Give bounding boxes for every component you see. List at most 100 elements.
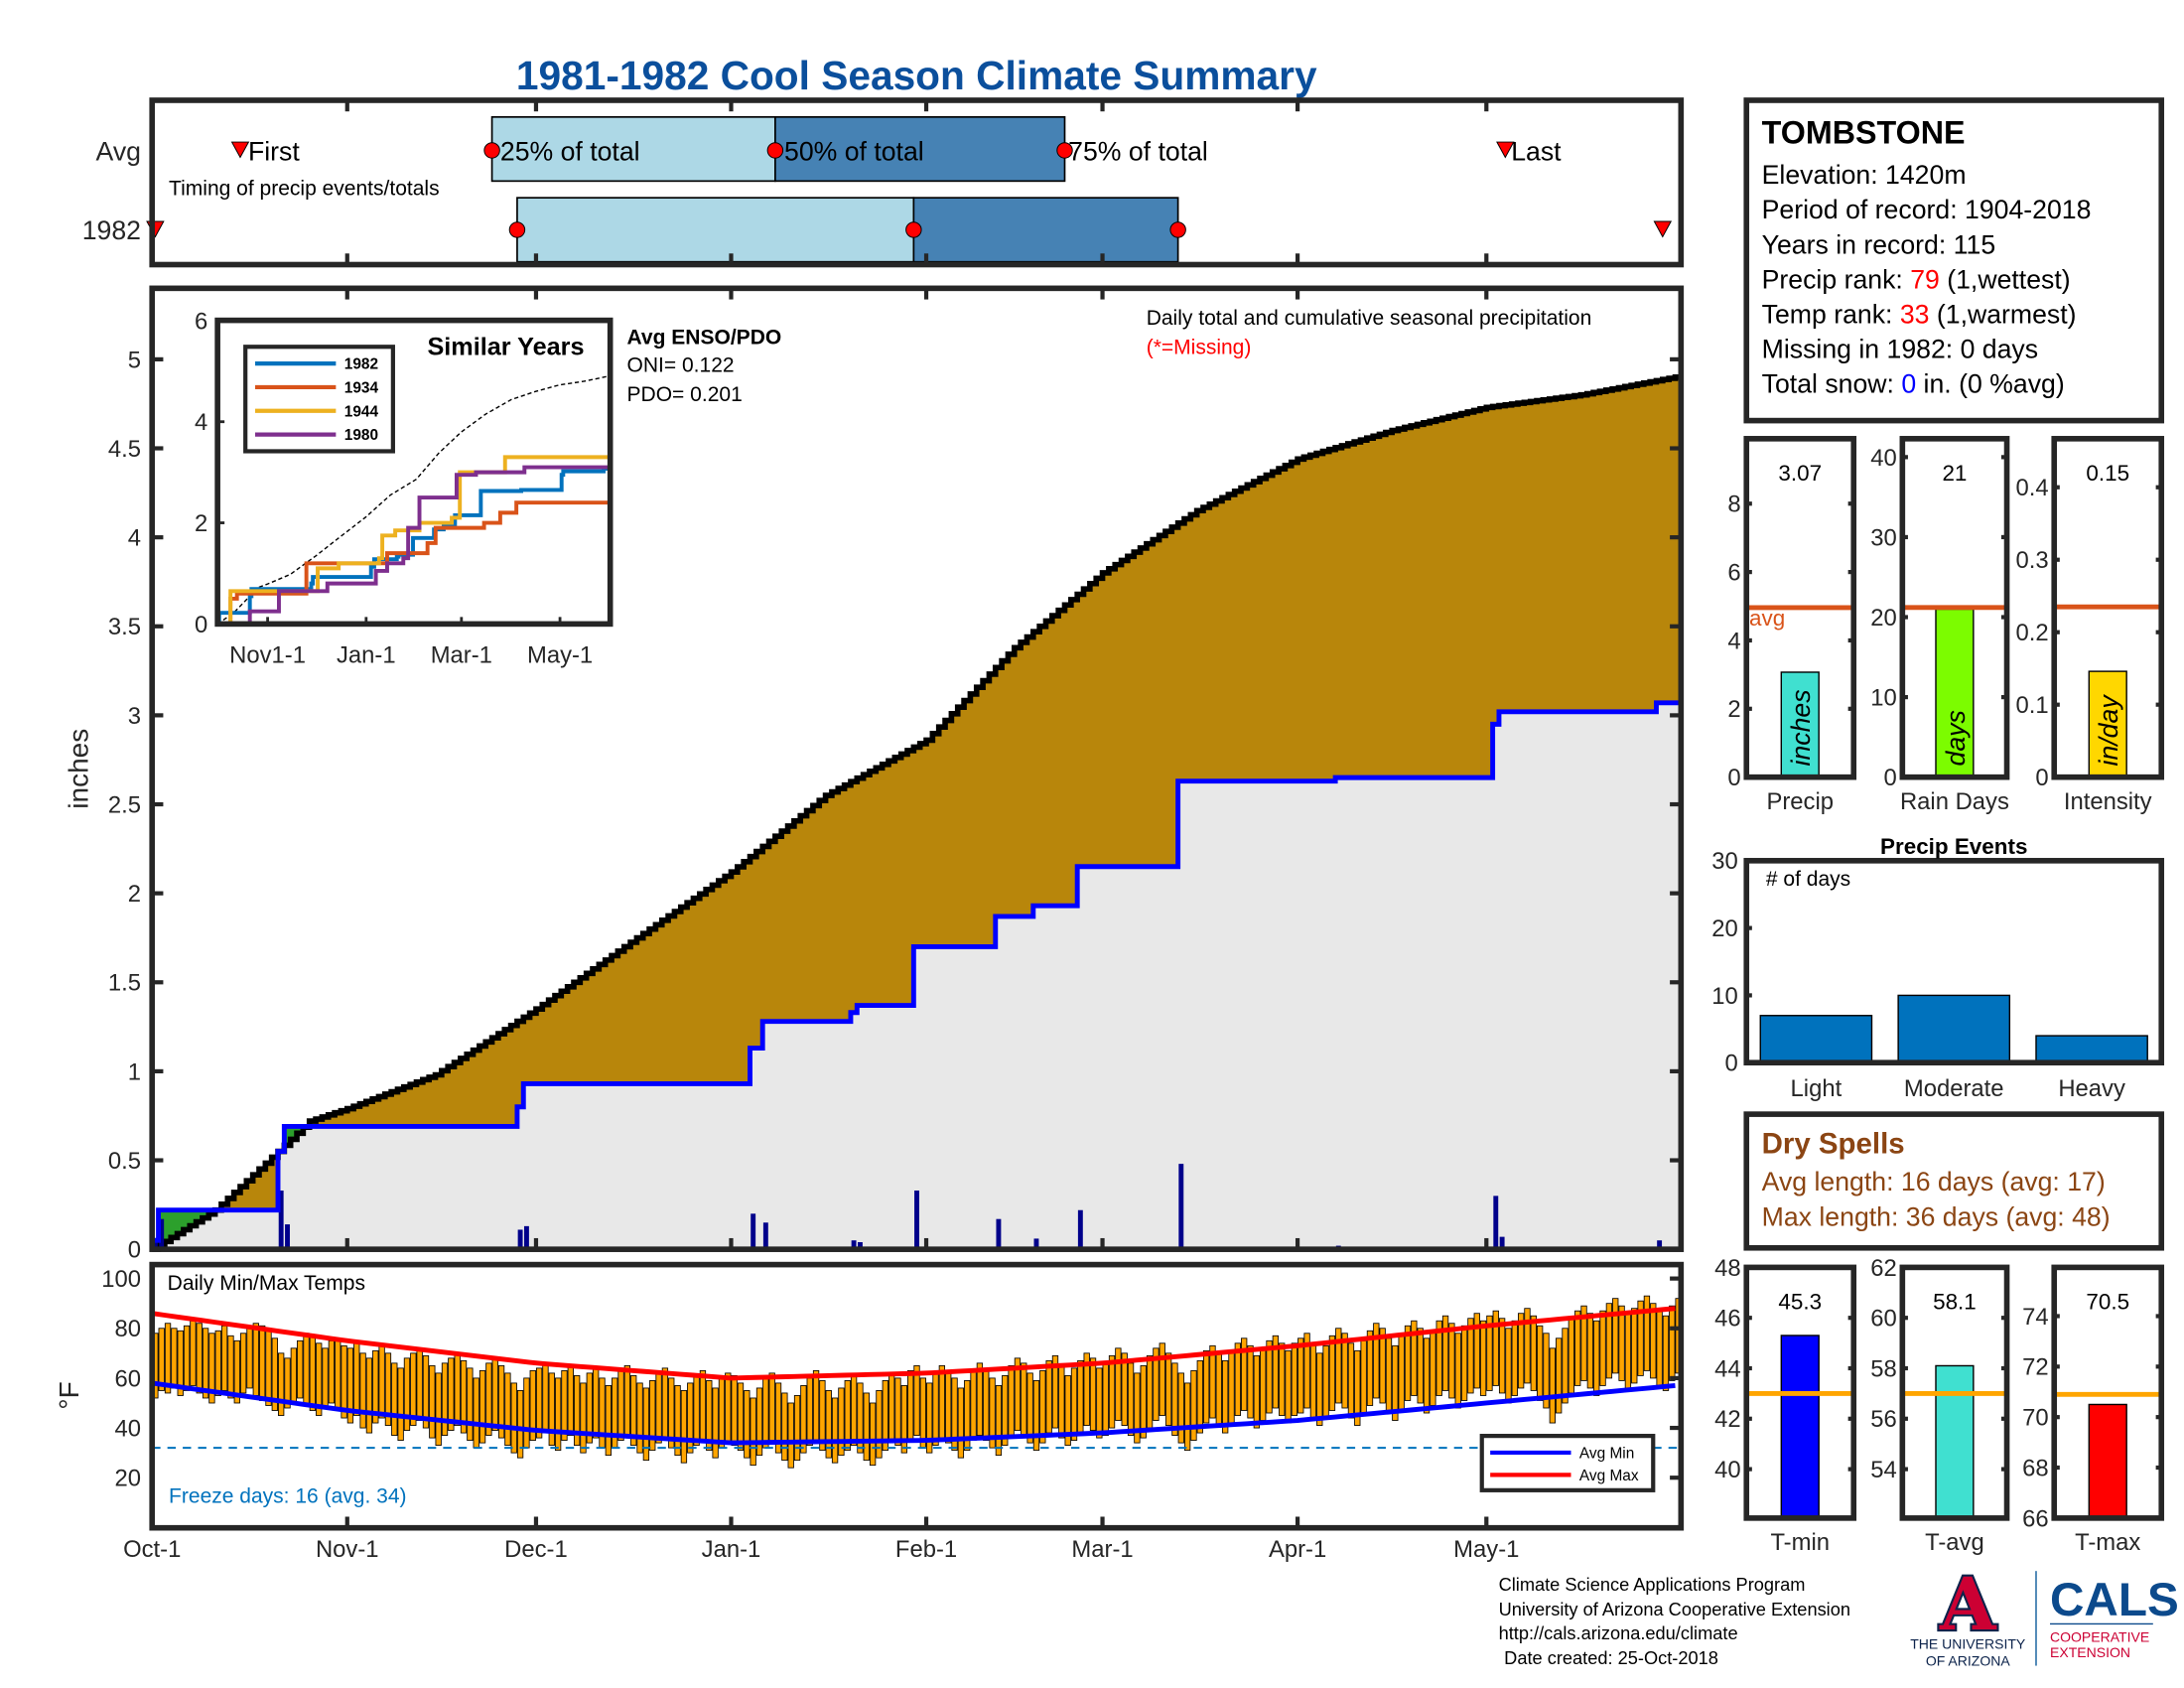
t-max-y-tick-label: 72	[2022, 1354, 2049, 1381]
timing-row-label-year: 1982	[82, 215, 141, 245]
daily-temp-range-bar	[1183, 1382, 1191, 1452]
daily-temp-range-bar	[1127, 1362, 1135, 1436]
temp-legend-frame	[1479, 1434, 1656, 1492]
daily-temp-range-bar	[1228, 1349, 1235, 1424]
daily-temp-range-bar	[214, 1330, 221, 1396]
avg-cumulative-line	[152, 374, 1682, 1252]
daily-precip-bar	[285, 1224, 290, 1250]
daily-temp-range-bar	[1222, 1359, 1229, 1434]
daily-temp-range-bar	[593, 1367, 600, 1439]
precip-label: Precip	[1766, 788, 1834, 815]
university-of-arizona-logo: A THE UNIVERSITY OF ARIZONA	[1910, 1561, 2026, 1669]
freeze-days-text: Freeze days: 16 (avg. 34)	[169, 1484, 406, 1507]
daily-temp-range-bar	[1190, 1369, 1197, 1442]
daily-temp-range-bar	[1662, 1315, 1670, 1391]
daily-temp-range-bar	[819, 1379, 826, 1452]
precip-rank-note: (1,wettest)	[1940, 264, 2071, 294]
daily-precip-bar	[1493, 1196, 1499, 1250]
daily-temp-range-bar	[1316, 1352, 1323, 1426]
legend-label-1934: 1934	[344, 380, 379, 397]
daily-temp-range-bar	[744, 1390, 751, 1459]
daily-temp-range-bar	[605, 1385, 613, 1457]
daily-temp-range-bar	[1556, 1337, 1563, 1414]
t-max-y-tick-label: 68	[2022, 1455, 2049, 1481]
precip-events-y-tick-label: 20	[1711, 915, 1738, 942]
avg-max-line	[151, 1306, 1676, 1381]
rain-days-y-tick-label: 20	[1870, 605, 1897, 632]
footer-line-1: Climate Science Applications Program	[1499, 1574, 1806, 1595]
rain-days-y-tick-label: 0	[1883, 765, 1896, 791]
daily-temp-range-bar	[548, 1372, 555, 1447]
daily-temp-range-bar	[422, 1354, 430, 1429]
daily-temp-range-bar	[410, 1352, 417, 1426]
cals-text: CALS	[2050, 1574, 2179, 1626]
precip-events-y-tick-label: 0	[1725, 1051, 1738, 1077]
daily-temp-range-bar	[1404, 1325, 1412, 1401]
temp-chart-frame	[149, 1261, 1685, 1531]
temp-rank-note: (1,warmest)	[1929, 299, 2076, 329]
daily-temp-range-bar	[258, 1325, 266, 1401]
daily-temp-range-bar	[1008, 1364, 1015, 1439]
dry-spells-avg-length: Avg length: 16 days (avg: 17)	[1762, 1167, 2106, 1196]
daily-temp-range-bar	[1026, 1372, 1033, 1444]
precip-y-tick-label: 3.5	[108, 614, 141, 640]
daily-temp-range-bar	[1423, 1337, 1431, 1414]
precip-y-tick-label: 4.5	[108, 436, 141, 463]
timing-avg-last-marker	[1496, 141, 1515, 159]
x-axis-month-label: Apr-1	[1269, 1536, 1326, 1563]
daily-temp-range-bar	[290, 1347, 298, 1404]
daily-temp-range-bar	[693, 1374, 700, 1447]
precip-events-label-light: Light	[1791, 1075, 1843, 1102]
daily-temp-range-bar	[838, 1387, 845, 1457]
daily-temp-range-bar	[491, 1357, 498, 1431]
daily-temp-range-bar	[850, 1374, 858, 1447]
temp-rank-value: 33	[1900, 299, 1930, 329]
daily-temp-range-bar	[239, 1333, 247, 1394]
intensity-y-tick-label: 0.1	[2015, 692, 2048, 719]
daily-temp-range-bar	[365, 1357, 373, 1434]
daily-temp-range-bar	[1612, 1298, 1619, 1374]
daily-temp-range-bar	[781, 1392, 788, 1462]
daily-temp-range-bar	[926, 1382, 933, 1454]
timing-year-q25-marker	[508, 221, 526, 238]
precip-events-label-heavy: Heavy	[2058, 1075, 2125, 1102]
timing-panel	[146, 99, 1673, 265]
station-temp-rank: Temp rank: 33 (1,warmest)	[1762, 299, 2077, 329]
precip-y-tick-label: 0	[1727, 765, 1740, 791]
daily-precip-bar	[1077, 1209, 1083, 1250]
daily-temp-range-bar	[913, 1364, 920, 1436]
daily-temp-range-bar	[397, 1367, 404, 1442]
rain-days-y-tick-label: 30	[1870, 524, 1897, 551]
daily-precip-bar	[1178, 1164, 1184, 1250]
timing-year-50-75-box	[912, 197, 1179, 263]
daily-temp-range-bar	[649, 1379, 656, 1452]
daily-precip-bar	[159, 1218, 165, 1250]
precip-events-frame	[1743, 858, 2165, 1066]
precip-rank-label: Precip rank:	[1762, 264, 1911, 294]
daily-temp-range-bar	[1574, 1310, 1581, 1386]
similar-years-inset: 0 2 4 6 Nov1-1 Jan-1 Mar-1 May-1	[195, 308, 613, 669]
daily-precip-bar	[523, 1225, 529, 1250]
daily-temp-range-bar	[535, 1367, 543, 1439]
daily-temp-range-bar	[271, 1337, 278, 1411]
daily-temp-range-bar	[1524, 1308, 1531, 1384]
daily-temp-range-bar	[1153, 1347, 1160, 1421]
rain-days-y-tick-label: 10	[1870, 685, 1897, 712]
daily-temp-range-bar	[1618, 1305, 1625, 1381]
daily-temp-range-bar	[900, 1385, 907, 1454]
daily-temp-range-bar	[1467, 1318, 1474, 1394]
t-min-y-tick-label: 44	[1714, 1355, 1741, 1382]
station-info: TOMBSTONE Elevation: 1420m Period of rec…	[1762, 114, 2092, 398]
daily-precip-bar	[751, 1213, 756, 1250]
daily-temp-range-bar	[454, 1352, 461, 1426]
daily-precip-bar	[762, 1222, 768, 1250]
daily-temp-range-bar	[668, 1377, 675, 1449]
legend-label-1980: 1980	[344, 427, 378, 444]
rain-days-panel-frame	[1899, 436, 2010, 780]
station-snow: Total snow: 0 in. (0 %avg)	[1762, 369, 2065, 399]
daily-temp-range-bar	[1537, 1325, 1544, 1401]
daily-temp-range-bar	[384, 1352, 392, 1426]
daily-temp-range-bar	[599, 1377, 606, 1449]
daily-temp-range-bar	[1291, 1342, 1298, 1416]
